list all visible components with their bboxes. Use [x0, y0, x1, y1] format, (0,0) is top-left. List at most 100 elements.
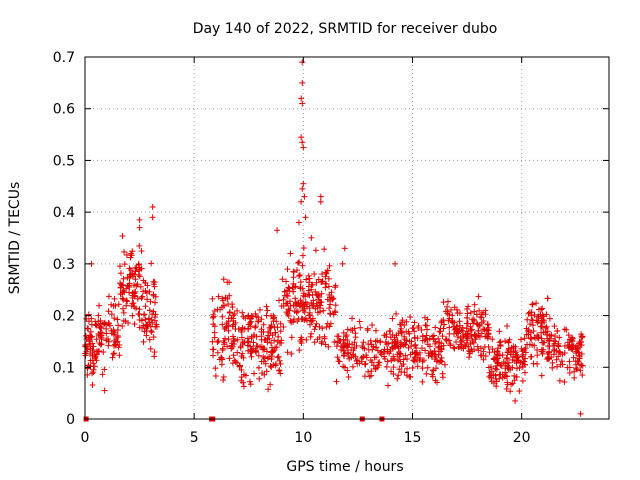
data-point	[453, 339, 460, 346]
data-point	[360, 353, 367, 360]
data-point	[330, 295, 337, 302]
data-point	[481, 343, 488, 350]
data-point	[352, 334, 359, 341]
data-point	[502, 372, 509, 379]
data-point	[343, 332, 350, 339]
data-point	[132, 276, 139, 283]
data-point	[210, 352, 217, 359]
data-point	[138, 248, 145, 255]
data-point	[218, 355, 225, 362]
data-point	[211, 323, 218, 330]
data-point	[365, 346, 372, 353]
data-point	[238, 377, 245, 384]
data-point	[385, 340, 392, 347]
data-point	[140, 322, 147, 329]
data-point	[525, 310, 532, 317]
data-point	[105, 293, 112, 300]
data-point	[502, 338, 509, 345]
data-point	[404, 356, 411, 363]
data-point	[120, 309, 127, 316]
data-point	[453, 323, 460, 330]
data-point	[477, 352, 484, 359]
data-point	[97, 317, 104, 324]
data-point	[422, 322, 429, 329]
data-point	[305, 272, 312, 279]
data-point	[276, 357, 283, 364]
data-point	[262, 355, 269, 362]
data-point	[429, 373, 436, 380]
data-point	[298, 334, 305, 341]
data-point	[210, 346, 217, 353]
data-point	[387, 348, 394, 355]
data-point	[412, 349, 419, 356]
data-point	[394, 337, 401, 344]
data-point	[556, 348, 563, 355]
data-point	[296, 272, 303, 279]
data-point	[465, 328, 472, 335]
data-point	[148, 329, 155, 336]
data-point	[332, 302, 339, 309]
data-point	[454, 310, 461, 317]
data-point	[497, 341, 504, 348]
data-point	[419, 378, 426, 385]
data-point	[540, 329, 547, 336]
data-point	[237, 344, 244, 351]
data-point	[502, 360, 509, 367]
data-point	[129, 312, 136, 319]
data-point	[360, 339, 367, 346]
data-point	[90, 366, 97, 373]
data-point	[300, 292, 307, 299]
data-point	[334, 338, 341, 345]
data-point	[432, 324, 439, 331]
data-point	[323, 280, 330, 287]
data-point	[240, 313, 247, 320]
data-point	[373, 354, 380, 361]
data-point	[524, 341, 531, 348]
data-point	[299, 185, 306, 192]
data-point	[497, 371, 504, 378]
data-point	[210, 313, 217, 320]
data-point	[404, 365, 411, 372]
data-point	[149, 311, 156, 318]
data-point	[146, 307, 153, 314]
data-point	[480, 326, 487, 333]
data-point	[473, 320, 480, 327]
data-point	[108, 301, 115, 308]
data-point	[504, 355, 511, 362]
data-point	[131, 303, 138, 310]
data-point	[241, 325, 248, 332]
data-point	[539, 305, 546, 312]
data-point	[494, 348, 501, 355]
data-point	[240, 383, 247, 390]
data-point	[226, 355, 233, 362]
data-point	[528, 335, 535, 342]
data-point	[319, 278, 326, 285]
data-point	[256, 306, 263, 313]
data-point	[131, 293, 138, 300]
data-point	[393, 332, 400, 339]
y-tick-label: 0	[66, 412, 75, 428]
data-point	[504, 322, 511, 329]
data-point	[326, 323, 333, 330]
data-point	[384, 346, 391, 353]
data-point	[474, 343, 481, 350]
data-point	[231, 311, 238, 318]
data-point	[544, 328, 551, 335]
y-tick-label: 0.2	[53, 309, 75, 325]
data-point	[556, 334, 563, 341]
data-point	[299, 252, 306, 259]
y-tick-label: 0.1	[53, 360, 75, 376]
data-point	[115, 322, 122, 329]
data-point	[308, 318, 315, 325]
data-point	[546, 348, 553, 355]
data-point	[442, 336, 449, 343]
data-point	[496, 339, 503, 346]
data-point	[225, 322, 232, 329]
data-point	[511, 372, 518, 379]
data-point	[323, 270, 330, 277]
data-point	[534, 346, 541, 353]
y-tick-label: 0.4	[53, 205, 75, 221]
data-point	[129, 270, 136, 277]
data-point	[435, 343, 442, 350]
data-point	[434, 379, 441, 386]
